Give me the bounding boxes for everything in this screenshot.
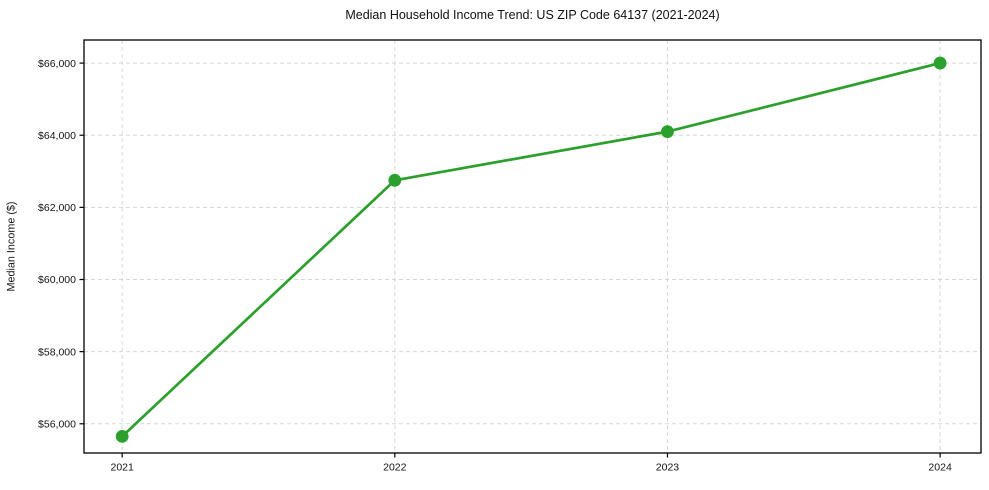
data-point-2024 — [933, 56, 947, 70]
plot-border — [83, 39, 982, 454]
x-tick-label: 2021 — [110, 462, 134, 474]
x-tick-label: 2022 — [383, 462, 407, 474]
x-tick-label: 2024 — [928, 462, 952, 474]
plot-area: $56,000 $58,000 $60,000 $62,000 $64,000 $66,0… — [38, 39, 982, 474]
chart-title: Median Household Income Trend: US ZIP Co… — [345, 8, 720, 22]
y-tick-label: $58,000 — [38, 346, 76, 358]
y-tick-label: $66,000 — [38, 58, 76, 70]
y-tick-label: $62,000 — [38, 202, 76, 214]
y-tick-label: $60,000 — [38, 274, 76, 286]
y-tick-label: $56,000 — [38, 418, 76, 430]
data-point-2021 — [115, 430, 129, 443]
x-tick-label: 2023 — [656, 462, 680, 474]
income-trend-line — [120, 61, 942, 438]
data-point-2023 — [661, 125, 674, 139]
data-point-2022 — [388, 173, 402, 187]
y-tick-label: $64,000 — [38, 130, 76, 142]
y-axis-label: Median Income ($) — [6, 201, 18, 291]
